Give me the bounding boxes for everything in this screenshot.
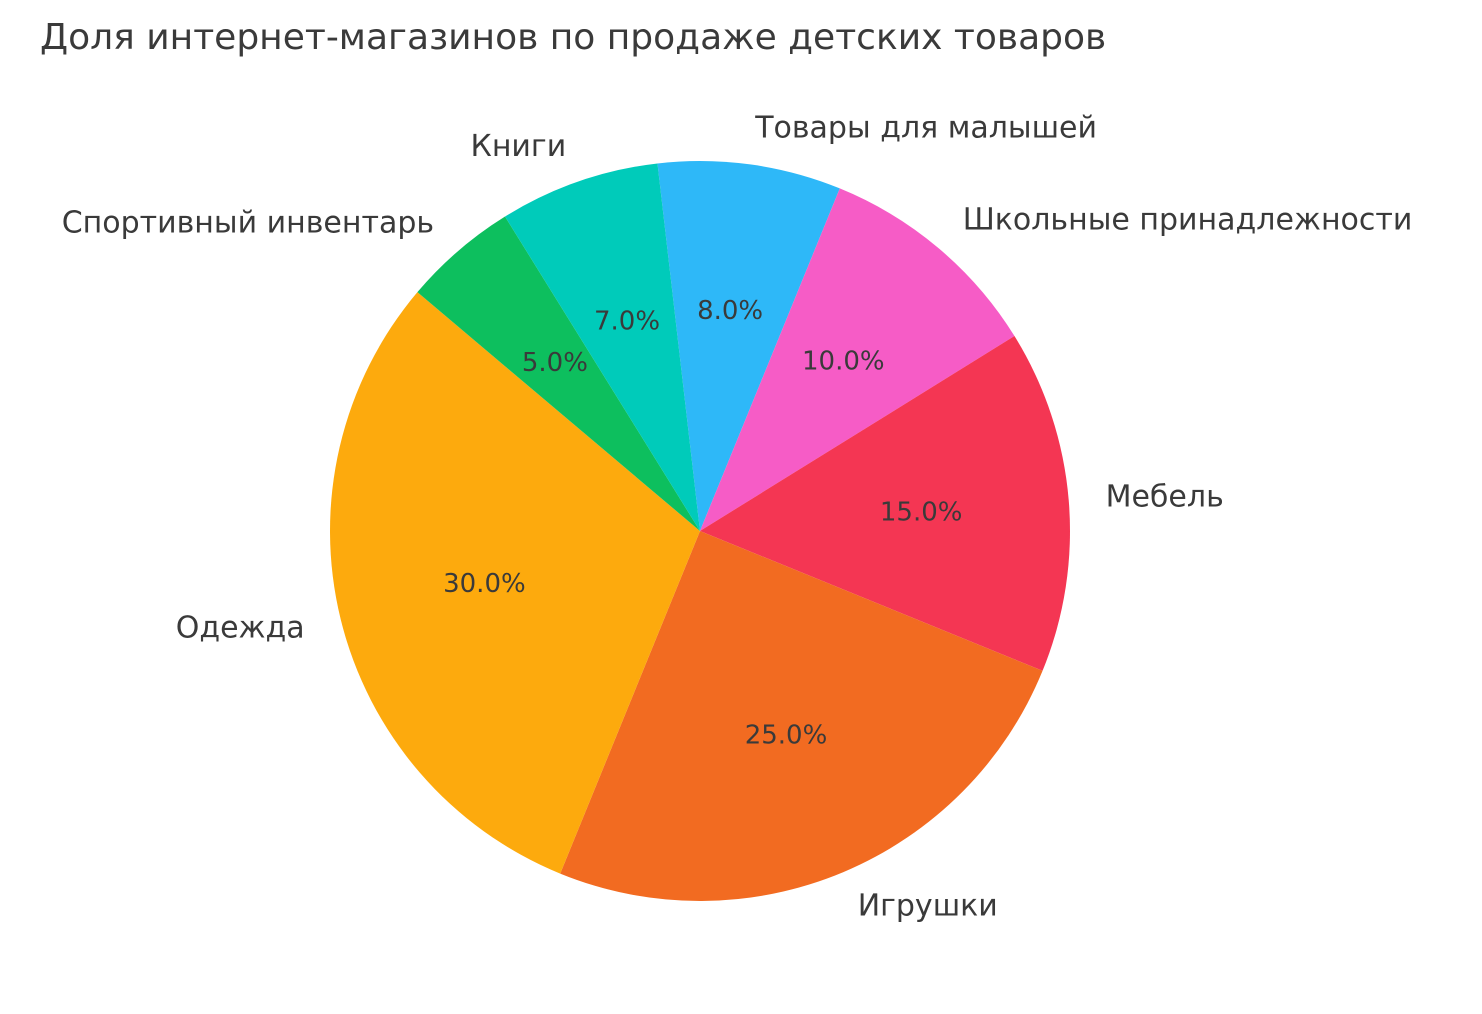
- pie-slice-6: [417, 216, 700, 532]
- pie-percent-label-1: 8.0%: [697, 296, 763, 326]
- pie-slice-4: [560, 531, 1043, 901]
- pie-category-label-3: Мебель: [1106, 479, 1224, 514]
- pie-category-label-4: Игрушки: [858, 889, 998, 924]
- pie-percent-label-4: 25.0%: [745, 721, 828, 751]
- chart-title: Доля интернет-магазинов по продаже детск…: [40, 17, 1107, 58]
- pie-slice-7: [505, 163, 700, 531]
- pie-percent-label-2: 10.0%: [802, 346, 885, 376]
- pie-category-label-5: Одежда: [176, 611, 305, 646]
- pie-percent-label-5: 30.0%: [443, 569, 526, 599]
- pie-category-label-2: Школьные принадлежности: [963, 203, 1413, 238]
- pie-percent-label-3: 15.0%: [880, 497, 963, 527]
- pie-slice-2: [700, 188, 1015, 531]
- pie-percent-label-6: 5.0%: [522, 348, 588, 378]
- pie-category-label-1: Товары для малышей: [754, 110, 1097, 145]
- pie-slice-5: [330, 292, 700, 874]
- pie-category-label-6: Спортивный инвентарь: [62, 205, 434, 240]
- pie-slice-3: [700, 336, 1070, 671]
- pie-category-label-7: Книги: [471, 129, 567, 164]
- pie-slice-1: [657, 160, 840, 531]
- pie-percent-label-7: 7.0%: [594, 306, 660, 336]
